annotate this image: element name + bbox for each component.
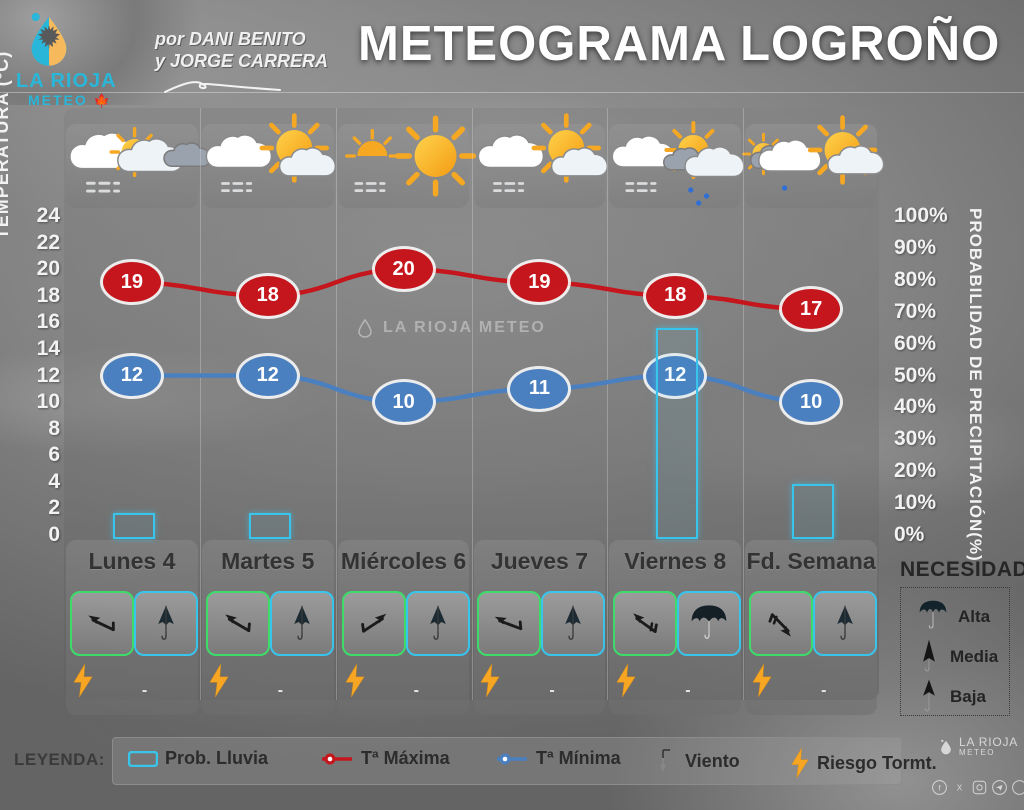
svg-text:f: f [938,783,941,792]
svg-text:X: X [957,784,963,793]
